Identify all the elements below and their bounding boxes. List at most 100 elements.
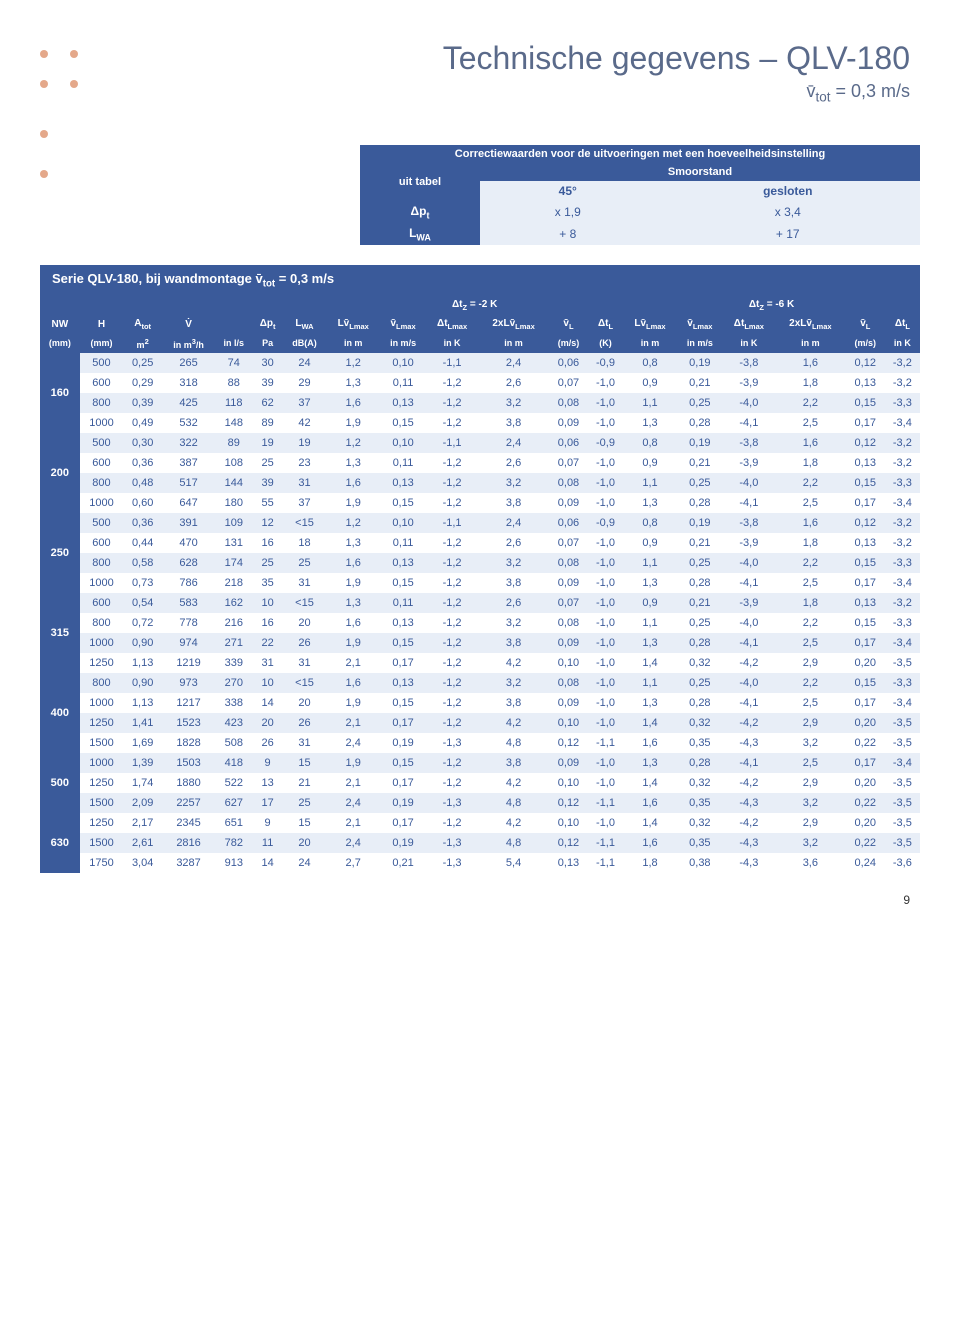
data-cell: -3,9 bbox=[723, 453, 775, 473]
group-left: ΔtZ = -2 K bbox=[326, 296, 623, 315]
data-cell: 973 bbox=[162, 673, 215, 693]
data-cell: 19 bbox=[253, 433, 283, 453]
data-cell: -1,0 bbox=[588, 753, 623, 773]
data-cell: -1,2 bbox=[426, 653, 478, 673]
data-cell: 3287 bbox=[162, 853, 215, 873]
unit-header: (K) bbox=[588, 334, 623, 353]
data-cell: 423 bbox=[215, 713, 252, 733]
col-header: H bbox=[80, 315, 124, 334]
data-cell: 20 bbox=[283, 613, 327, 633]
data-cell: 0,20 bbox=[846, 653, 885, 673]
table-row: 4008000,9097327010<151,60,13-1,23,20,08-… bbox=[40, 673, 920, 693]
data-cell: 0,15 bbox=[846, 473, 885, 493]
data-cell: 0,38 bbox=[677, 853, 723, 873]
col-header: Δpt bbox=[253, 315, 283, 334]
unit-header: dB(A) bbox=[283, 334, 327, 353]
data-cell: 3,8 bbox=[478, 693, 549, 713]
page-subtitle: v̄tot = 0,3 m/s bbox=[40, 81, 910, 105]
data-cell: 1000 bbox=[80, 493, 124, 513]
data-cell: 1,6 bbox=[326, 613, 380, 633]
main-table-wrap: Serie QLV-180, bij wandmontage v̄tot = 0… bbox=[40, 265, 920, 873]
data-cell: 651 bbox=[215, 813, 252, 833]
col-header: ΔtL bbox=[885, 315, 920, 334]
data-cell: 30 bbox=[253, 353, 283, 373]
data-cell: 0,20 bbox=[846, 813, 885, 833]
data-cell: 0,25 bbox=[677, 673, 723, 693]
page-title: Technische gegevens – QLV-180 bbox=[40, 40, 910, 77]
nw-cell: 315 bbox=[40, 593, 80, 673]
data-cell: 1,3 bbox=[326, 373, 380, 393]
data-cell: 35 bbox=[253, 573, 283, 593]
data-cell: 0,17 bbox=[846, 753, 885, 773]
data-cell: 3,2 bbox=[478, 553, 549, 573]
corr-col1: Smoorstand bbox=[480, 163, 920, 181]
data-cell: 0,09 bbox=[549, 493, 588, 513]
data-cell: 0,73 bbox=[123, 573, 162, 593]
data-cell: 0,58 bbox=[123, 553, 162, 573]
data-cell: 0,21 bbox=[677, 593, 723, 613]
data-cell: 3,2 bbox=[478, 393, 549, 413]
data-cell: -3,9 bbox=[723, 593, 775, 613]
table-row: 63012502,1723456519152,10,17-1,24,20,10-… bbox=[40, 813, 920, 833]
data-cell: 0,09 bbox=[549, 573, 588, 593]
corr-body: Δpt x 1,9 x 3,4LWA + 8 + 17 bbox=[360, 201, 920, 246]
data-cell: -1,0 bbox=[588, 413, 623, 433]
data-cell: -4,1 bbox=[723, 493, 775, 513]
unit-header: in K bbox=[426, 334, 478, 353]
data-cell: 500 bbox=[80, 513, 124, 533]
data-cell: 29 bbox=[283, 373, 327, 393]
data-cell: 26 bbox=[283, 713, 327, 733]
data-cell: -3,4 bbox=[885, 573, 920, 593]
col-header: Lv̄Lmax bbox=[326, 315, 380, 334]
data-cell: 3,04 bbox=[123, 853, 162, 873]
data-cell: 0,13 bbox=[380, 613, 426, 633]
data-cell: -1,2 bbox=[426, 553, 478, 573]
data-cell: 0,06 bbox=[549, 513, 588, 533]
data-cell: 42 bbox=[283, 413, 327, 433]
data-cell: 1,1 bbox=[623, 613, 677, 633]
table-row: 10001,13121733814201,90,15-1,23,80,09-1,… bbox=[40, 693, 920, 713]
data-cell: 1250 bbox=[80, 653, 124, 673]
data-cell: 1,8 bbox=[775, 533, 846, 553]
data-cell: 0,9 bbox=[623, 593, 677, 613]
data-cell: 20 bbox=[283, 833, 327, 853]
data-cell: -1,2 bbox=[426, 373, 478, 393]
data-cell: 14 bbox=[253, 693, 283, 713]
data-cell: 25 bbox=[283, 793, 327, 813]
data-cell: 1250 bbox=[80, 773, 124, 793]
data-cell: 0,35 bbox=[677, 733, 723, 753]
data-cell: 3,2 bbox=[775, 793, 846, 813]
data-cell: 0,08 bbox=[549, 613, 588, 633]
data-cell: 20 bbox=[253, 713, 283, 733]
data-cell: 2,1 bbox=[326, 773, 380, 793]
corr-header: Correctiewaarden voor de uitvoeringen me… bbox=[360, 145, 920, 163]
data-cell: 2,2 bbox=[775, 673, 846, 693]
data-cell: 0,15 bbox=[380, 413, 426, 433]
data-cell: 17 bbox=[253, 793, 283, 813]
data-table: ΔtZ = -2 K ΔtZ = -6 K NWHAtotV̇ΔptLWALv̄… bbox=[40, 296, 920, 873]
data-cell: -3,5 bbox=[885, 833, 920, 853]
table-row: 1605000,252657430241,20,10-1,12,40,06-0,… bbox=[40, 353, 920, 373]
data-cell: 1,6 bbox=[775, 433, 846, 453]
data-cell: 0,10 bbox=[380, 433, 426, 453]
data-cell: 0,60 bbox=[123, 493, 162, 513]
data-cell: 25 bbox=[253, 453, 283, 473]
data-cell: 1,3 bbox=[623, 633, 677, 653]
data-cell: 3,2 bbox=[478, 613, 549, 633]
data-cell: 4,8 bbox=[478, 733, 549, 753]
col-header bbox=[215, 315, 252, 334]
data-cell: 0,39 bbox=[123, 393, 162, 413]
data-cell: 21 bbox=[283, 773, 327, 793]
data-cell: 470 bbox=[162, 533, 215, 553]
data-cell: 1250 bbox=[80, 813, 124, 833]
data-cell: -1,1 bbox=[588, 793, 623, 813]
data-cell: 0,36 bbox=[123, 453, 162, 473]
data-cell: 31 bbox=[283, 573, 327, 593]
data-cell: 338 bbox=[215, 693, 252, 713]
data-cell: -3,2 bbox=[885, 593, 920, 613]
data-cell: -1,2 bbox=[426, 493, 478, 513]
data-cell: 2,2 bbox=[775, 473, 846, 493]
data-cell: 0,17 bbox=[846, 493, 885, 513]
data-cell: 0,13 bbox=[380, 673, 426, 693]
corr-sub1: 45° bbox=[480, 181, 655, 201]
